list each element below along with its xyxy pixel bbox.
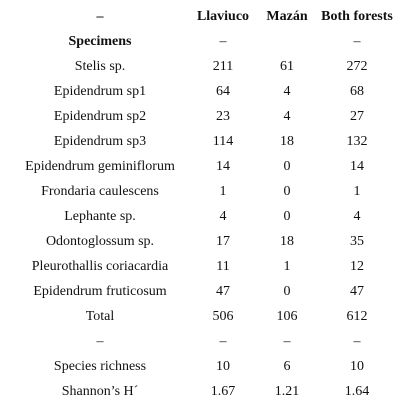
table-cell: 0 (283, 284, 291, 299)
row-label: Epidendrum sp1 (53, 84, 147, 99)
table-cell: – (353, 34, 361, 49)
table-cell: 35 (350, 234, 364, 249)
row-label: Epidendrum fruticosum (33, 284, 167, 299)
table-cell: 47 (216, 284, 230, 299)
table-cell: 12 (350, 259, 364, 274)
table-cell: 1.21 (274, 384, 300, 399)
row-label: Odontoglossum sp. (45, 234, 155, 249)
table-cell: 18 (280, 234, 294, 249)
table-cell: 132 (346, 134, 368, 149)
table-cell: 68 (350, 84, 364, 99)
table-cell: – (353, 334, 361, 349)
row-label: Lephante sp. (64, 209, 136, 224)
table-cell: 1.64 (344, 384, 370, 399)
table-cell: 1.67 (210, 384, 236, 399)
row-label: Species richness (53, 359, 147, 374)
table-cell: 1 (283, 259, 291, 274)
table-cell: 14 (216, 159, 230, 174)
row-label: Shannon’s H´ (61, 384, 139, 399)
table-cell: 47 (350, 284, 364, 299)
table-cell: 1 (353, 184, 361, 199)
table-cell: 27 (350, 109, 364, 124)
table-cell: 4 (283, 109, 291, 124)
table-cell: 106 (276, 309, 298, 324)
header-cell: Both forests (321, 9, 393, 24)
row-label: Epidendrum geminiflorum (25, 159, 175, 174)
table-cell: 61 (280, 59, 294, 74)
header-cell: Llaviuco (196, 9, 250, 24)
row-label: Total (85, 309, 115, 324)
table-cell: 0 (283, 184, 291, 199)
table-cell: 4 (283, 84, 291, 99)
header-cell: Mazán (266, 9, 308, 24)
row-label: Pleurothallis coriacardia (31, 259, 169, 274)
table-cell: 23 (216, 109, 230, 124)
table-cell: 11 (216, 259, 230, 274)
table-cell: 17 (216, 234, 230, 249)
table-cell: 272 (346, 59, 368, 74)
table-cell: 114 (212, 134, 234, 149)
row-label: Stelis sp. (74, 59, 126, 74)
table-cell: 6 (283, 359, 291, 374)
table-cell: 506 (212, 309, 234, 324)
table-cell: 612 (346, 309, 368, 324)
table-cell: 0 (283, 209, 291, 224)
table-cell: 18 (280, 134, 294, 149)
table-cell: 1 (219, 184, 227, 199)
table-cell: 64 (216, 84, 230, 99)
table-cell: – (219, 34, 227, 49)
table-cell: 10 (350, 359, 364, 374)
row-label: Specimens (68, 34, 132, 49)
table-cell: 211 (212, 59, 234, 74)
row-label: Epidendrum sp2 (53, 109, 147, 124)
table-cell: – (219, 334, 227, 349)
row-label: Epidendrum sp3 (53, 134, 147, 149)
table-cell: – (283, 334, 291, 349)
table-cell: 4 (353, 209, 361, 224)
table-cell: 14 (350, 159, 364, 174)
row-label: – (96, 334, 104, 349)
table-cell: 10 (216, 359, 230, 374)
row-label: Frondaria caulescens (41, 184, 159, 199)
header-cell: – (96, 9, 104, 24)
table-cell: 4 (219, 209, 227, 224)
table-cell: 0 (283, 159, 291, 174)
